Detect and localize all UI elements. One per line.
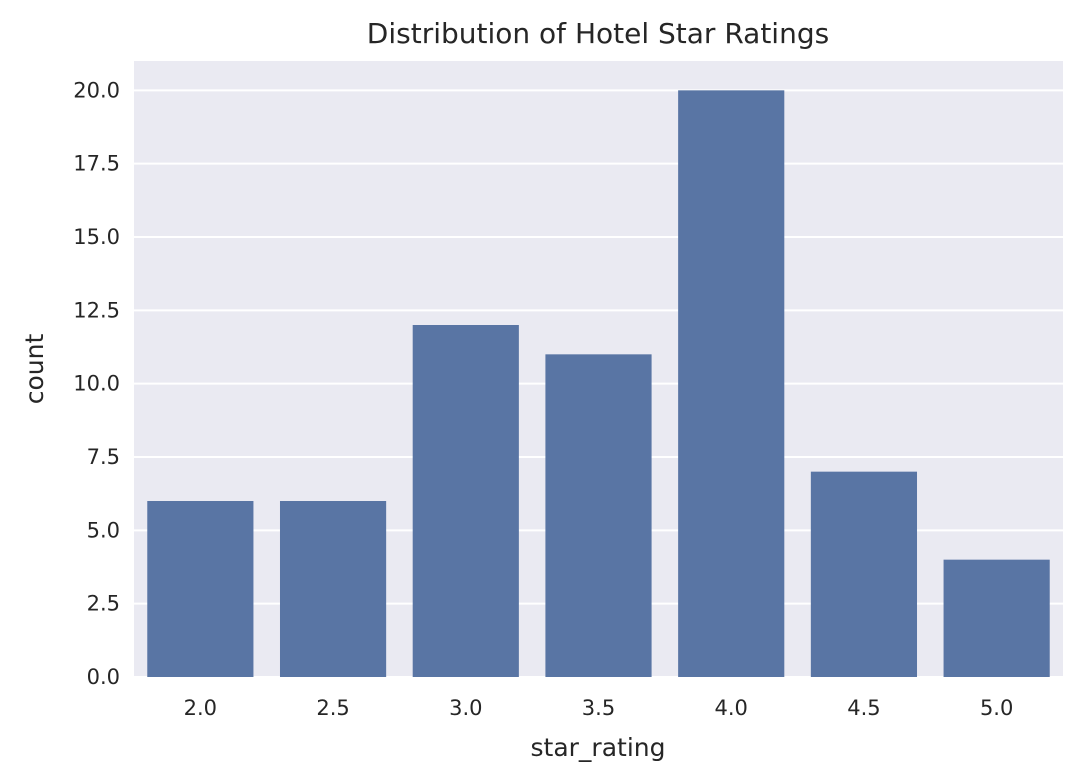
y-axis-ticks: 0.0 2.5 5.0 7.5 10.0 12.5 15.0 17.5 20.0 bbox=[73, 78, 120, 689]
y-tick-label: 7.5 bbox=[87, 445, 120, 469]
y-tick-label: 10.0 bbox=[73, 372, 120, 396]
x-tick-label: 5.0 bbox=[980, 696, 1013, 720]
y-tick-label: 15.0 bbox=[73, 225, 120, 249]
y-tick-label: 2.5 bbox=[87, 592, 120, 616]
y-tick-label: 5.0 bbox=[87, 518, 120, 542]
bar-2-0 bbox=[147, 501, 254, 677]
bar-4-5 bbox=[810, 471, 918, 677]
x-tick-label: 3.5 bbox=[582, 696, 615, 720]
y-tick-label: 20.0 bbox=[73, 78, 120, 102]
x-tick-label: 4.0 bbox=[715, 696, 748, 720]
y-tick-label: 0.0 bbox=[87, 665, 120, 689]
x-tick-label: 3.0 bbox=[449, 696, 482, 720]
x-tick-label: 4.5 bbox=[847, 696, 880, 720]
x-tick-label: 2.0 bbox=[184, 696, 217, 720]
y-tick-label: 17.5 bbox=[73, 152, 120, 176]
x-axis-ticks: 2.0 2.5 3.0 3.5 4.0 4.5 5.0 bbox=[184, 696, 1014, 720]
x-tick-label: 2.5 bbox=[316, 696, 349, 720]
y-tick-label: 12.5 bbox=[73, 298, 120, 322]
x-axis-label: star_rating bbox=[531, 733, 666, 762]
bar-3-0 bbox=[412, 325, 519, 677]
bar-3-5 bbox=[545, 354, 652, 677]
chart-title: Distribution of Hotel Star Ratings bbox=[367, 17, 829, 50]
bar-5-0 bbox=[943, 559, 1050, 677]
bars bbox=[147, 90, 1050, 678]
y-axis-label: count bbox=[20, 334, 49, 405]
bar-2-5 bbox=[279, 501, 387, 677]
bar-4-0 bbox=[678, 90, 785, 678]
